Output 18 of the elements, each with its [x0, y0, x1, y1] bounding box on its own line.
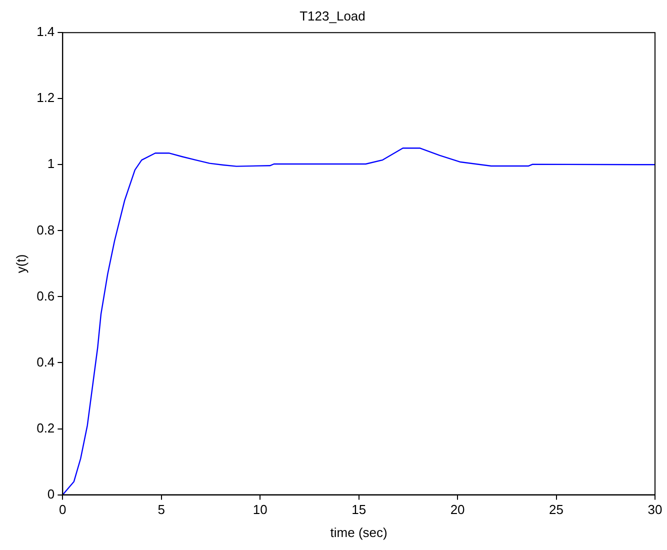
- chart-title: T123_Load: [300, 8, 366, 24]
- x-tick-label: 30: [648, 502, 662, 518]
- y-tick-label: 0.2: [36, 420, 55, 436]
- x-tick-label: 20: [450, 502, 465, 518]
- x-tick-label: 5: [158, 502, 166, 518]
- x-tick-label: 0: [59, 502, 66, 518]
- y-tick-label: 0.6: [36, 288, 55, 304]
- x-axis-title: time (sec): [330, 524, 388, 540]
- y-tick-label: 0.8: [36, 222, 55, 238]
- y-tick-label: 1.4: [36, 24, 55, 40]
- x-tick-label: 15: [352, 502, 366, 518]
- y-tick-label: 1: [47, 156, 55, 172]
- y-axis-title: y(t): [13, 254, 28, 274]
- y-tick-label: 0.4: [36, 354, 55, 370]
- x-tick-label: 10: [252, 502, 268, 518]
- y-tick-label: 0: [47, 486, 55, 502]
- y-tick-label: 1.2: [36, 90, 55, 106]
- x-tick-label: 25: [549, 502, 564, 518]
